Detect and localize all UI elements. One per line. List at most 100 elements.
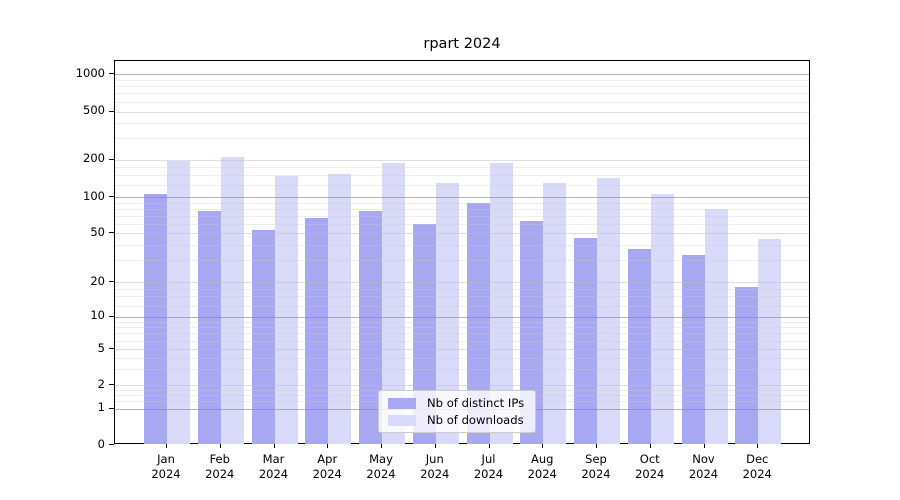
y-tick-mark-0 <box>109 444 114 445</box>
bar-ips-mar <box>251 230 275 444</box>
chart-title: rpart 2024 <box>423 36 501 52</box>
legend-label-distinct-ips: Nb of distinct IPs <box>427 396 525 410</box>
major-gridline-200 <box>115 159 809 161</box>
minor-gridline <box>115 101 809 103</box>
y-tick-label-1000: 1000 <box>75 65 105 80</box>
major-gridline-5 <box>115 349 809 351</box>
major-gridline-50 <box>115 233 809 235</box>
x-tick-label-jan: Jan 2024 <box>151 452 181 481</box>
x-tick-mark-apr <box>327 444 329 448</box>
x-tick-label-may: May 2024 <box>366 452 396 481</box>
major-gridline-100 <box>115 197 809 198</box>
major-gridline-2 <box>115 385 809 387</box>
x-tick-mark-may <box>381 444 382 448</box>
bar-ips-oct <box>627 249 651 444</box>
x-tick-mark-mar <box>273 444 275 448</box>
y-tick-mark-100 <box>109 196 114 197</box>
y-tick-mark-20 <box>109 281 114 282</box>
x-tick-label-dec: Dec 2024 <box>742 452 772 481</box>
minor-gridline <box>115 245 809 247</box>
y-tick-label-200: 200 <box>83 151 105 166</box>
y-tick-mark-2 <box>109 384 114 386</box>
bar-ips-jan <box>144 193 167 444</box>
plot-area <box>114 60 810 444</box>
x-tick-mark-jul <box>488 444 490 448</box>
bar-ips-jun <box>412 223 436 444</box>
y-tick-label-5: 5 <box>97 340 105 355</box>
minor-gridline <box>115 185 809 187</box>
y-tick-mark-200 <box>109 158 114 160</box>
minor-gridline <box>115 175 809 177</box>
y-tick-label-20: 20 <box>90 273 105 288</box>
y-tick-label-0: 0 <box>97 436 105 451</box>
bar-downloads-oct <box>650 193 674 444</box>
y-tick-mark-500 <box>109 110 114 112</box>
bar-downloads-jun <box>435 183 459 444</box>
minor-gridline <box>115 79 809 81</box>
minor-gridline <box>115 215 809 217</box>
major-gridline-1000 <box>115 74 809 75</box>
minor-gridline <box>115 202 809 204</box>
bar-downloads-sep <box>597 177 620 444</box>
legend-swatch-downloads <box>388 414 416 426</box>
minor-gridline <box>115 321 809 323</box>
minor-gridline <box>115 327 809 329</box>
minor-gridline <box>115 296 809 298</box>
bar-downloads-jan <box>167 160 190 444</box>
bar-downloads-dec <box>758 238 782 444</box>
minor-gridline <box>115 260 809 262</box>
minor-gridline <box>115 369 809 371</box>
legend-swatch-distinct-ips <box>388 397 416 409</box>
bar-downloads-mar <box>274 175 298 444</box>
major-gridline-20 <box>115 282 809 283</box>
bar-ips-dec <box>735 287 759 444</box>
major-gridline-500 <box>115 111 809 113</box>
x-tick-label-jul: Jul 2024 <box>473 452 504 481</box>
minor-gridline <box>115 123 809 125</box>
bar-downloads-apr <box>328 174 352 444</box>
y-tick-label-10: 10 <box>90 308 105 323</box>
x-tick-mark-aug <box>542 444 544 448</box>
bars-layer <box>115 61 809 444</box>
legend-row-downloads: Nb of downloads <box>388 413 524 427</box>
y-tick-mark-1000 <box>109 73 114 74</box>
bar-downloads-aug <box>543 182 567 444</box>
x-tick-label-sep: Sep 2024 <box>581 452 611 481</box>
y-tick-label-1: 1 <box>97 400 105 415</box>
x-tick-mark-feb <box>219 444 221 448</box>
y-tick-mark-10 <box>109 315 114 317</box>
x-tick-label-jun: Jun 2024 <box>420 452 450 481</box>
minor-gridline <box>115 358 809 360</box>
y-tick-mark-50 <box>109 232 114 234</box>
y-tick-mark-1 <box>109 407 114 409</box>
minor-gridline <box>115 288 809 290</box>
bar-ips-apr <box>305 217 329 444</box>
bar-downloads-jul <box>489 162 513 444</box>
x-tick-label-nov: Nov 2024 <box>688 452 719 481</box>
grid-layer <box>115 61 809 443</box>
x-tick-label-feb: Feb 2024 <box>205 452 235 481</box>
x-tick-mark-jun <box>434 444 436 448</box>
bar-ips-aug <box>520 221 544 444</box>
legend-label-downloads: Nb of downloads <box>427 413 524 427</box>
x-tick-mark-sep <box>596 444 597 448</box>
x-tick-label-aug: Aug 2024 <box>527 452 557 481</box>
minor-gridline <box>115 208 809 210</box>
y-tick-label-2: 2 <box>97 376 105 391</box>
minor-gridline <box>115 86 809 88</box>
x-tick-label-mar: Mar 2024 <box>258 452 289 481</box>
legend: Nb of distinct IPs Nb of downloads <box>378 390 537 433</box>
minor-gridline <box>115 93 809 95</box>
bar-downloads-nov <box>704 208 728 444</box>
minor-gridline <box>115 223 809 225</box>
minor-gridline <box>115 333 809 335</box>
bar-ips-jul <box>466 203 490 444</box>
legend-row-distinct-ips: Nb of distinct IPs <box>388 396 524 410</box>
y-tick-label-50: 50 <box>90 224 105 239</box>
x-tick-mark-oct <box>649 444 651 448</box>
x-tick-label-oct: Oct 2024 <box>635 452 665 481</box>
minor-gridline <box>115 305 809 307</box>
bar-ips-sep <box>574 237 597 444</box>
major-gridline-10 <box>115 316 809 318</box>
